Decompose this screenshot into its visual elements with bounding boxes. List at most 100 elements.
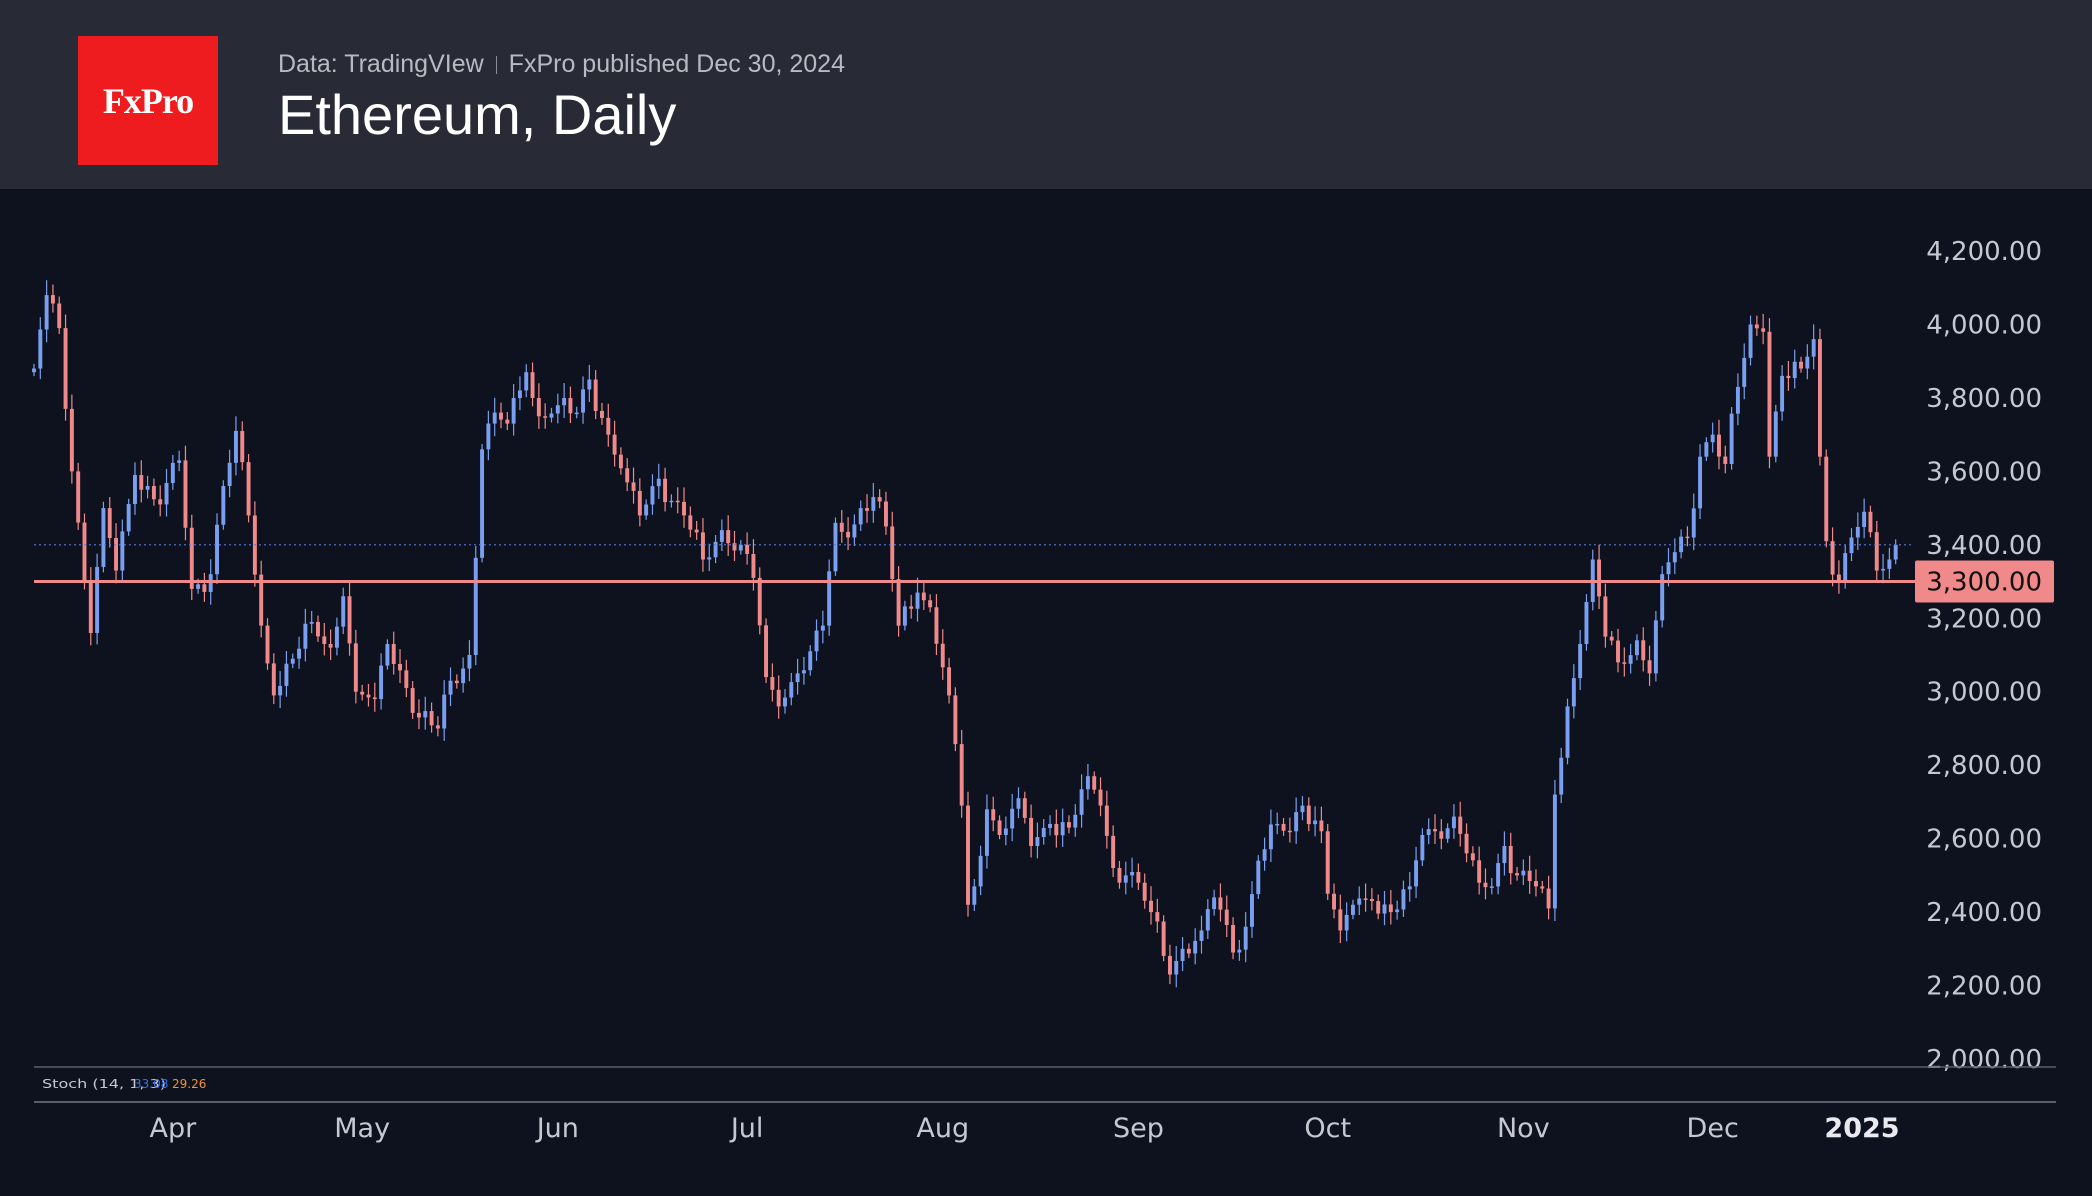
candle[interactable] [839,510,844,543]
candle[interactable] [423,696,428,730]
candle[interactable] [1616,628,1620,673]
candle[interactable] [1849,528,1854,562]
candle[interactable] [1313,806,1318,837]
candle[interactable] [896,566,901,637]
candle[interactable] [1003,816,1008,846]
candle[interactable] [852,514,857,547]
candle[interactable] [1729,407,1734,470]
candle[interactable] [1584,594,1589,651]
candle[interactable] [1250,881,1254,938]
candle[interactable] [1527,855,1532,894]
candle[interactable] [499,402,503,429]
candle[interactable] [1237,939,1242,961]
candle[interactable] [372,682,377,712]
candle[interactable] [915,577,920,622]
candle[interactable] [1161,915,1166,962]
candle[interactable] [398,649,402,684]
candle[interactable] [1761,313,1766,345]
candle[interactable] [284,651,289,697]
candle[interactable] [1685,526,1690,547]
candle[interactable] [63,314,68,421]
candle[interactable] [953,687,958,752]
candle[interactable] [1565,698,1570,765]
candle[interactable] [1735,373,1740,426]
candle[interactable] [675,487,680,514]
candle[interactable] [738,540,743,555]
candle[interactable] [814,619,819,661]
candle[interactable] [656,463,661,499]
candle[interactable] [871,482,876,523]
candle[interactable] [246,454,251,523]
candle[interactable] [95,553,100,645]
candle[interactable] [133,462,137,515]
candle[interactable] [694,520,699,540]
candle[interactable] [1325,824,1330,900]
candle[interactable] [1710,422,1715,453]
candle[interactable] [1634,634,1639,661]
candle[interactable] [114,523,119,584]
candle[interactable] [997,815,1002,840]
candle[interactable] [1294,797,1299,844]
candle[interactable] [1098,777,1103,817]
candle[interactable] [183,445,188,541]
candle[interactable] [473,545,478,666]
candle[interactable] [215,513,219,585]
candle[interactable] [1363,883,1368,912]
candle[interactable] [1773,404,1778,463]
candle[interactable] [1451,804,1456,839]
candle[interactable] [461,657,466,693]
candle[interactable] [492,397,497,437]
candle[interactable] [959,729,964,818]
candle[interactable] [682,487,686,528]
candle[interactable] [1041,819,1046,845]
candle[interactable] [442,680,447,741]
candle[interactable] [151,478,156,506]
candle[interactable] [1376,894,1381,920]
candle[interactable] [1647,645,1652,686]
candle[interactable] [467,640,472,682]
candle[interactable] [1679,529,1684,559]
candle[interactable] [1193,928,1198,965]
candle[interactable] [1035,822,1040,859]
candle[interactable] [1338,894,1343,944]
candle[interactable] [1748,315,1753,366]
candle[interactable] [1464,823,1469,863]
candle[interactable] [1508,832,1513,885]
candle[interactable] [1868,505,1873,538]
candle[interactable] [1881,554,1886,584]
candle[interactable] [1287,817,1292,843]
candle[interactable] [1256,855,1261,899]
candle[interactable] [1817,328,1822,466]
candle[interactable] [846,517,851,551]
candle[interactable] [410,681,415,719]
candle[interactable] [1521,859,1526,885]
candle[interactable] [177,450,182,472]
candle[interactable] [366,683,371,707]
candle[interactable] [347,581,352,656]
candle[interactable] [379,653,384,710]
candle[interactable] [707,543,712,572]
candle[interactable] [505,412,510,431]
candle[interactable] [164,468,169,517]
candle[interactable] [1653,611,1658,682]
candle[interactable] [1104,790,1109,849]
candle[interactable] [1628,643,1633,674]
candle[interactable] [1483,868,1488,900]
candle[interactable] [1515,867,1520,881]
candle[interactable] [1780,365,1785,421]
candle[interactable] [555,393,560,424]
candle[interactable] [328,629,333,661]
candle[interactable] [1010,793,1015,842]
candle[interactable] [574,406,579,419]
candle[interactable] [764,618,769,684]
candle[interactable] [1029,804,1034,858]
candle[interactable] [252,501,257,587]
candle[interactable] [1597,544,1602,610]
candle[interactable] [1502,831,1507,876]
candle[interactable] [1117,860,1122,889]
candle[interactable] [1742,343,1747,400]
candle[interactable] [1231,917,1236,960]
candle[interactable] [1136,863,1141,890]
candle[interactable] [1799,356,1803,373]
